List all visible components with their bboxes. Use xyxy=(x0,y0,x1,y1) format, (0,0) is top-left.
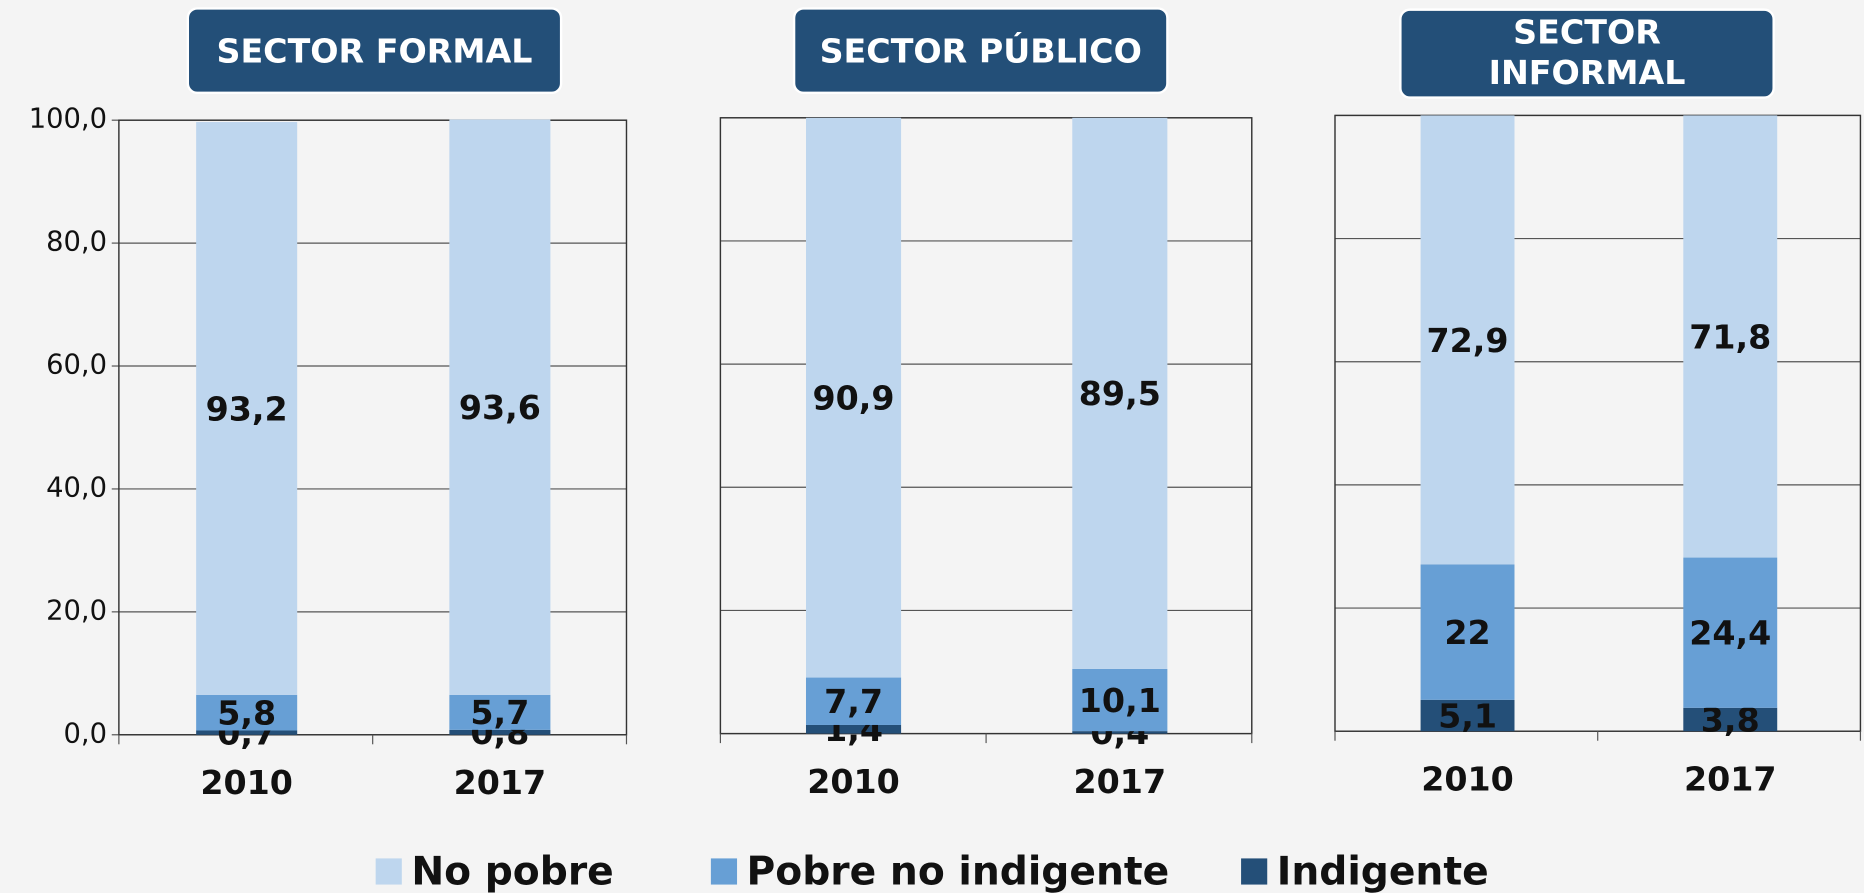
data-label: 71,8 xyxy=(1689,317,1771,356)
bar-segment: Indigente xyxy=(1420,699,1515,732)
x-tick-label: 2017 xyxy=(454,763,547,802)
x-tick-label: 2010 xyxy=(1421,760,1514,799)
data-label: 22 xyxy=(1444,613,1490,652)
bar-segment: Pobre no indigente xyxy=(1072,668,1168,732)
y-tick-label: 100,0 xyxy=(29,104,107,135)
legend-swatch xyxy=(1241,858,1268,885)
data-label: 72,9 xyxy=(1427,321,1509,360)
bar-segment: Pobre no indigente xyxy=(1683,557,1778,708)
bar-segment: No pobre xyxy=(805,117,902,678)
bar-segment: Pobre no indigente xyxy=(805,677,902,725)
title-box xyxy=(792,7,1169,95)
bar-segment: Indigente xyxy=(1683,707,1778,732)
data-label: 24,4 xyxy=(1689,614,1771,653)
title-box xyxy=(1399,8,1775,99)
legend-label: Indigente xyxy=(1277,849,1489,893)
title-box xyxy=(186,7,563,95)
legend-swatch xyxy=(710,858,738,885)
bar-segment xyxy=(449,119,551,695)
data-label: 89,5 xyxy=(1079,374,1161,413)
bar-segment: Indigente xyxy=(1072,731,1168,734)
y-tick-label: 40,0 xyxy=(46,472,107,503)
data-label: 5,8 xyxy=(217,694,276,733)
bar-segment xyxy=(196,122,298,695)
bar-segment: No pobre xyxy=(1072,117,1168,669)
bar-segment xyxy=(449,694,551,730)
data-label: 5,1 xyxy=(1438,696,1497,735)
y-tick-label: 60,0 xyxy=(46,350,107,381)
bar-segment: No pobre xyxy=(1420,115,1515,565)
bar-segment xyxy=(449,729,551,735)
legend-label: No pobre xyxy=(411,849,613,893)
data-label: 7,7 xyxy=(824,682,883,721)
legend-swatch xyxy=(375,858,402,885)
bar-segment: Pobre no indigente xyxy=(1420,564,1515,700)
legend-label: Pobre no indigente xyxy=(747,849,1170,893)
y-tick-label: 20,0 xyxy=(46,595,107,626)
x-tick-label: 2017 xyxy=(1074,762,1167,801)
y-tick-label: 0,0 xyxy=(64,718,107,749)
data-label: 93,2 xyxy=(206,389,288,428)
bar-segment xyxy=(196,694,298,731)
data-label: 90,9 xyxy=(813,379,895,418)
x-tick-label: 2010 xyxy=(200,763,293,802)
plot-frame xyxy=(719,117,1253,735)
chart-title: SECTOR FORMAL xyxy=(216,32,532,71)
data-label: 93,6 xyxy=(459,388,541,427)
x-tick-label: 2010 xyxy=(807,762,900,801)
chart-title: SECTOR INFORMAL xyxy=(1489,12,1686,91)
data-label: 5,7 xyxy=(470,693,529,732)
bar-segment: Indigente xyxy=(805,724,902,734)
chart-title: SECTOR PÚBLICO xyxy=(820,31,1142,71)
bar-segment xyxy=(196,730,298,735)
x-tick-label: 2017 xyxy=(1684,760,1777,799)
data-label: 10,1 xyxy=(1079,681,1161,720)
y-tick-label: 80,0 xyxy=(46,227,107,258)
bar-segment: No pobre xyxy=(1683,115,1778,558)
plot-frame xyxy=(1334,114,1862,732)
